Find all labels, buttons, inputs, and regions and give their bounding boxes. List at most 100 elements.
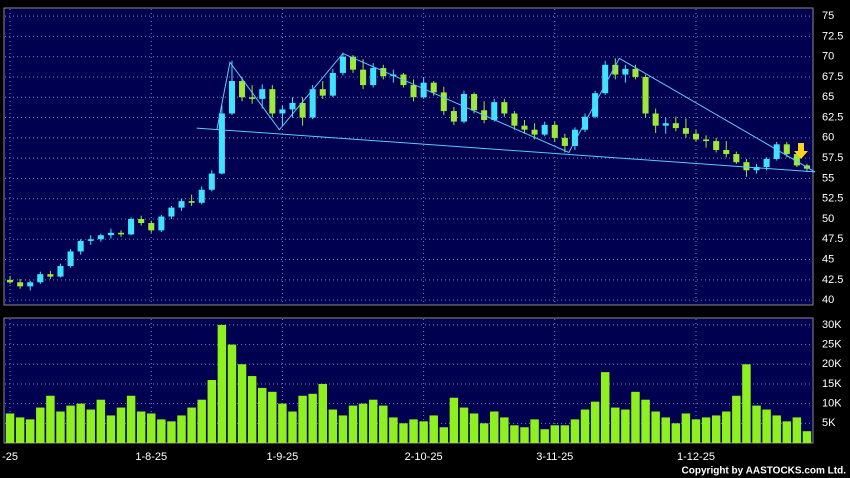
candle-body [551,124,558,138]
volume-bar [701,417,711,443]
y-tick-label: 40 [822,294,834,306]
y-tick-label: 30K [822,319,842,331]
volume-bar [56,411,65,443]
y-tick-label: 25K [822,338,842,350]
volume-bar [328,409,338,443]
candle-body [561,137,568,146]
volume-bar [711,415,721,443]
x-tick-label: 3-11-25 [536,451,573,463]
candle-body [309,89,316,118]
volume-bar [338,415,348,443]
candle-body [360,69,367,86]
candle-body [17,282,24,287]
y-tick-label: 52.5 [822,193,843,205]
candle-body [148,223,155,231]
volume-bar [580,409,590,443]
volume-bar [399,423,408,443]
y-tick-label: 62.5 [822,111,843,123]
volume-bar [358,403,368,443]
volume-bar [25,419,35,443]
candle-body [531,129,538,135]
candle-body [228,81,235,114]
candle-body [67,251,74,267]
candle-body [753,167,760,171]
candle-body [592,93,599,117]
y-tick-label: 60 [822,132,834,144]
volume-bar [671,423,681,443]
candle-body [460,94,468,122]
volume-bar [15,417,25,443]
y-tick-label: 72.5 [822,30,843,42]
volume-bar [116,407,126,443]
volume-bar [136,411,146,443]
volume-bar [782,421,792,443]
candle-body [279,109,286,114]
volume-bar [631,391,640,443]
volume-bar [348,405,358,443]
volume-bar [157,419,166,443]
volume-bar [510,425,519,443]
volume-bar [520,427,529,443]
candle-body [138,218,145,224]
volume-panel [3,317,814,444]
candle-body [642,76,649,114]
candle-body [692,133,700,140]
volume-bar [691,419,701,443]
candle-body [87,239,94,241]
y-tick-label: 47.5 [822,233,843,245]
candle-body [541,124,548,135]
trend-line [216,52,816,173]
candle-body [77,240,84,252]
volume-bar [389,417,398,443]
volume-bar [479,423,489,443]
volume-bar [147,413,156,443]
candle-body [713,141,720,151]
volume-bar [560,425,570,443]
volume-bar [530,419,539,443]
volume-bar [86,409,95,443]
volume-bar [419,421,428,443]
volume-bar [106,415,116,443]
volume-bar [439,427,449,443]
candle-body [259,89,266,99]
candle-body [349,56,357,70]
candle-body [319,89,326,96]
volume-bar [611,407,620,443]
candle-body [521,125,528,130]
volume-bar [762,409,771,443]
candle-body [602,64,609,94]
volume-bar [621,409,630,443]
volume-bar [540,429,549,443]
candle-body [117,232,125,235]
candle-body [158,216,165,231]
candle-body [7,279,14,283]
y-tick-label: 50 [822,213,834,225]
volume-bar [288,411,297,443]
candle-body [27,282,34,287]
y-tick-label: 45 [822,253,834,265]
volume-bar [197,399,206,443]
volume-bar [379,405,388,443]
x-tick-label: 1-12-25 [677,451,715,463]
volume-bar [772,415,781,443]
candle-body [511,113,518,126]
candle-body [97,235,104,240]
candle-body [37,274,44,283]
candle-body [652,113,659,126]
candle-body [612,64,619,75]
candle-body [107,232,114,236]
y-tick-label: 67.5 [822,71,843,83]
volume-bar [207,380,217,443]
candle-body [440,92,447,112]
candle-body [249,97,256,99]
volume-bar [96,399,106,443]
x-tick-label: -25 [2,451,18,463]
candle-body [743,162,750,171]
candle-body [208,173,215,190]
trend-line [196,127,816,173]
candle-body [571,129,578,146]
candle-body [471,94,478,111]
candle-body [380,68,387,77]
y-tick-label: 55 [822,172,834,184]
